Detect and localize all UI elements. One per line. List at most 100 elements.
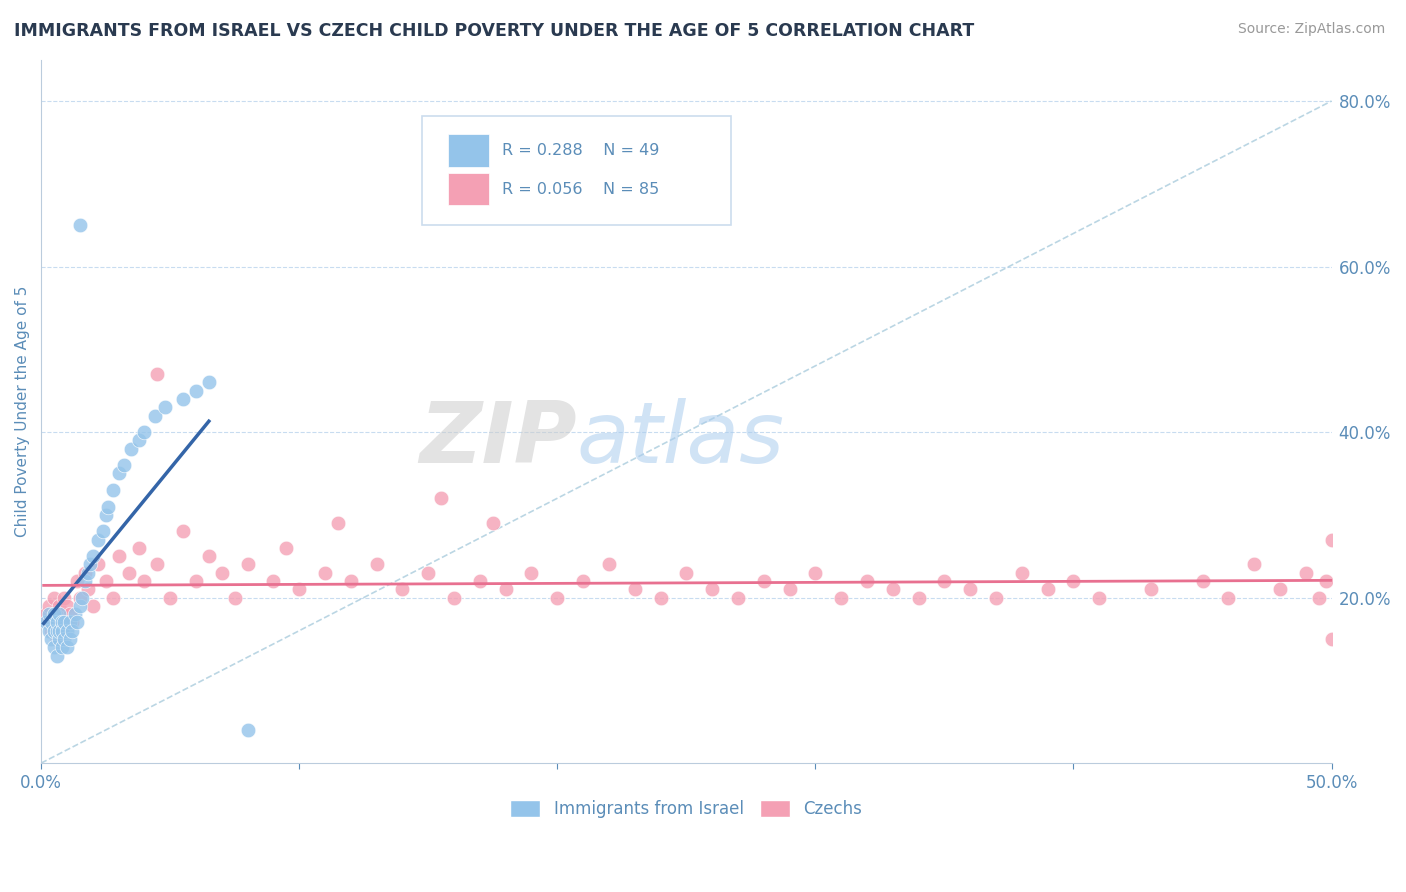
Point [112,458,135,472]
Point [72,591,94,605]
FancyBboxPatch shape [447,173,489,205]
Point [984,591,1007,605]
Point [42,624,65,638]
Point [87,533,110,547]
Point [66,574,89,588]
Point [41,624,63,638]
Point [51,624,73,638]
Point [48,632,70,646]
Point [94,508,117,522]
Point [727,591,749,605]
Point [38,599,60,613]
Point [87,558,110,572]
Point [76,566,98,580]
Point [366,558,388,572]
Point [73,566,96,580]
Point [675,566,697,580]
Point [882,582,904,597]
Point [1088,591,1111,605]
Point [58,607,80,622]
Point [94,574,117,588]
Point [198,549,221,564]
Point [481,516,503,530]
Point [82,599,104,613]
Point [468,574,491,588]
Point [143,409,166,423]
Point [650,591,672,605]
Point [752,574,775,588]
Point [224,591,246,605]
Point [120,442,142,456]
Text: Source: ZipAtlas.com: Source: ZipAtlas.com [1237,22,1385,37]
Point [128,541,150,555]
Point [51,640,73,655]
Point [1036,582,1059,597]
Point [418,566,440,580]
Point [45,648,67,663]
Point [73,574,96,588]
Point [69,218,91,232]
Point [804,566,827,580]
Point [38,607,60,622]
Point [495,582,517,597]
Text: atlas: atlas [576,398,785,481]
Point [1320,533,1343,547]
Point [60,615,83,630]
Point [391,582,413,597]
Point [326,516,349,530]
Point [79,558,101,572]
Point [51,615,73,630]
Point [45,615,67,630]
Point [1062,574,1084,588]
Point [598,558,620,572]
Point [340,574,363,588]
Point [41,615,63,630]
Point [572,574,595,588]
Point [45,632,67,646]
Point [38,624,60,638]
Point [430,491,453,506]
Point [53,615,76,630]
Point [51,607,73,622]
Point [128,434,150,448]
Point [934,574,956,588]
Point [623,582,645,597]
Point [56,599,79,613]
Point [38,615,60,630]
Point [1218,591,1240,605]
FancyBboxPatch shape [447,134,489,167]
Text: IMMIGRANTS FROM ISRAEL VS CZECH CHILD POVERTY UNDER THE AGE OF 5 CORRELATION CHA: IMMIGRANTS FROM ISRAEL VS CZECH CHILD PO… [14,22,974,40]
Point [97,500,120,514]
Point [69,599,91,613]
Point [42,607,65,622]
Point [443,591,465,605]
Point [91,524,114,539]
Point [45,624,67,638]
Point [107,549,129,564]
Point [830,591,852,605]
Point [41,632,63,646]
Text: ZIP: ZIP [419,398,576,481]
Point [288,582,311,597]
Point [103,483,125,497]
Point [779,582,801,597]
Point [1243,558,1265,572]
Point [262,574,284,588]
Point [146,367,169,381]
Point [520,566,543,580]
Point [107,467,129,481]
Point [1320,632,1343,646]
Legend: Immigrants from Israel, Czechs: Immigrants from Israel, Czechs [503,794,869,825]
Point [134,425,156,439]
Point [76,582,98,597]
Point [48,615,70,630]
Point [1308,591,1330,605]
Point [907,591,929,605]
Point [118,566,141,580]
Point [1140,582,1163,597]
Point [159,591,181,605]
Point [51,624,73,638]
Point [69,591,91,605]
Point [1295,566,1317,580]
Point [58,615,80,630]
